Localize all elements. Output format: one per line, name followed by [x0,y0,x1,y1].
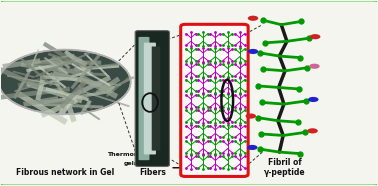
FancyBboxPatch shape [152,46,160,151]
Circle shape [248,16,258,21]
Circle shape [0,50,131,114]
FancyBboxPatch shape [144,43,156,155]
FancyBboxPatch shape [138,37,149,160]
Text: gelation: gelation [124,161,153,166]
Text: Fibrous network in Gel: Fibrous network in Gel [15,168,114,177]
Circle shape [308,97,319,102]
Circle shape [245,113,256,119]
Circle shape [310,34,321,39]
Text: Aggregation: Aggregation [183,152,227,157]
Circle shape [307,128,318,133]
Text: Fibers: Fibers [139,168,166,177]
Circle shape [247,145,257,150]
Circle shape [248,49,258,54]
Text: Fibril of: Fibril of [268,158,302,167]
Text: Thermoreversible: Thermoreversible [107,152,169,157]
Circle shape [309,64,320,69]
FancyBboxPatch shape [135,31,169,166]
Text: γ-peptide: γ-peptide [264,168,306,177]
FancyBboxPatch shape [181,24,248,177]
